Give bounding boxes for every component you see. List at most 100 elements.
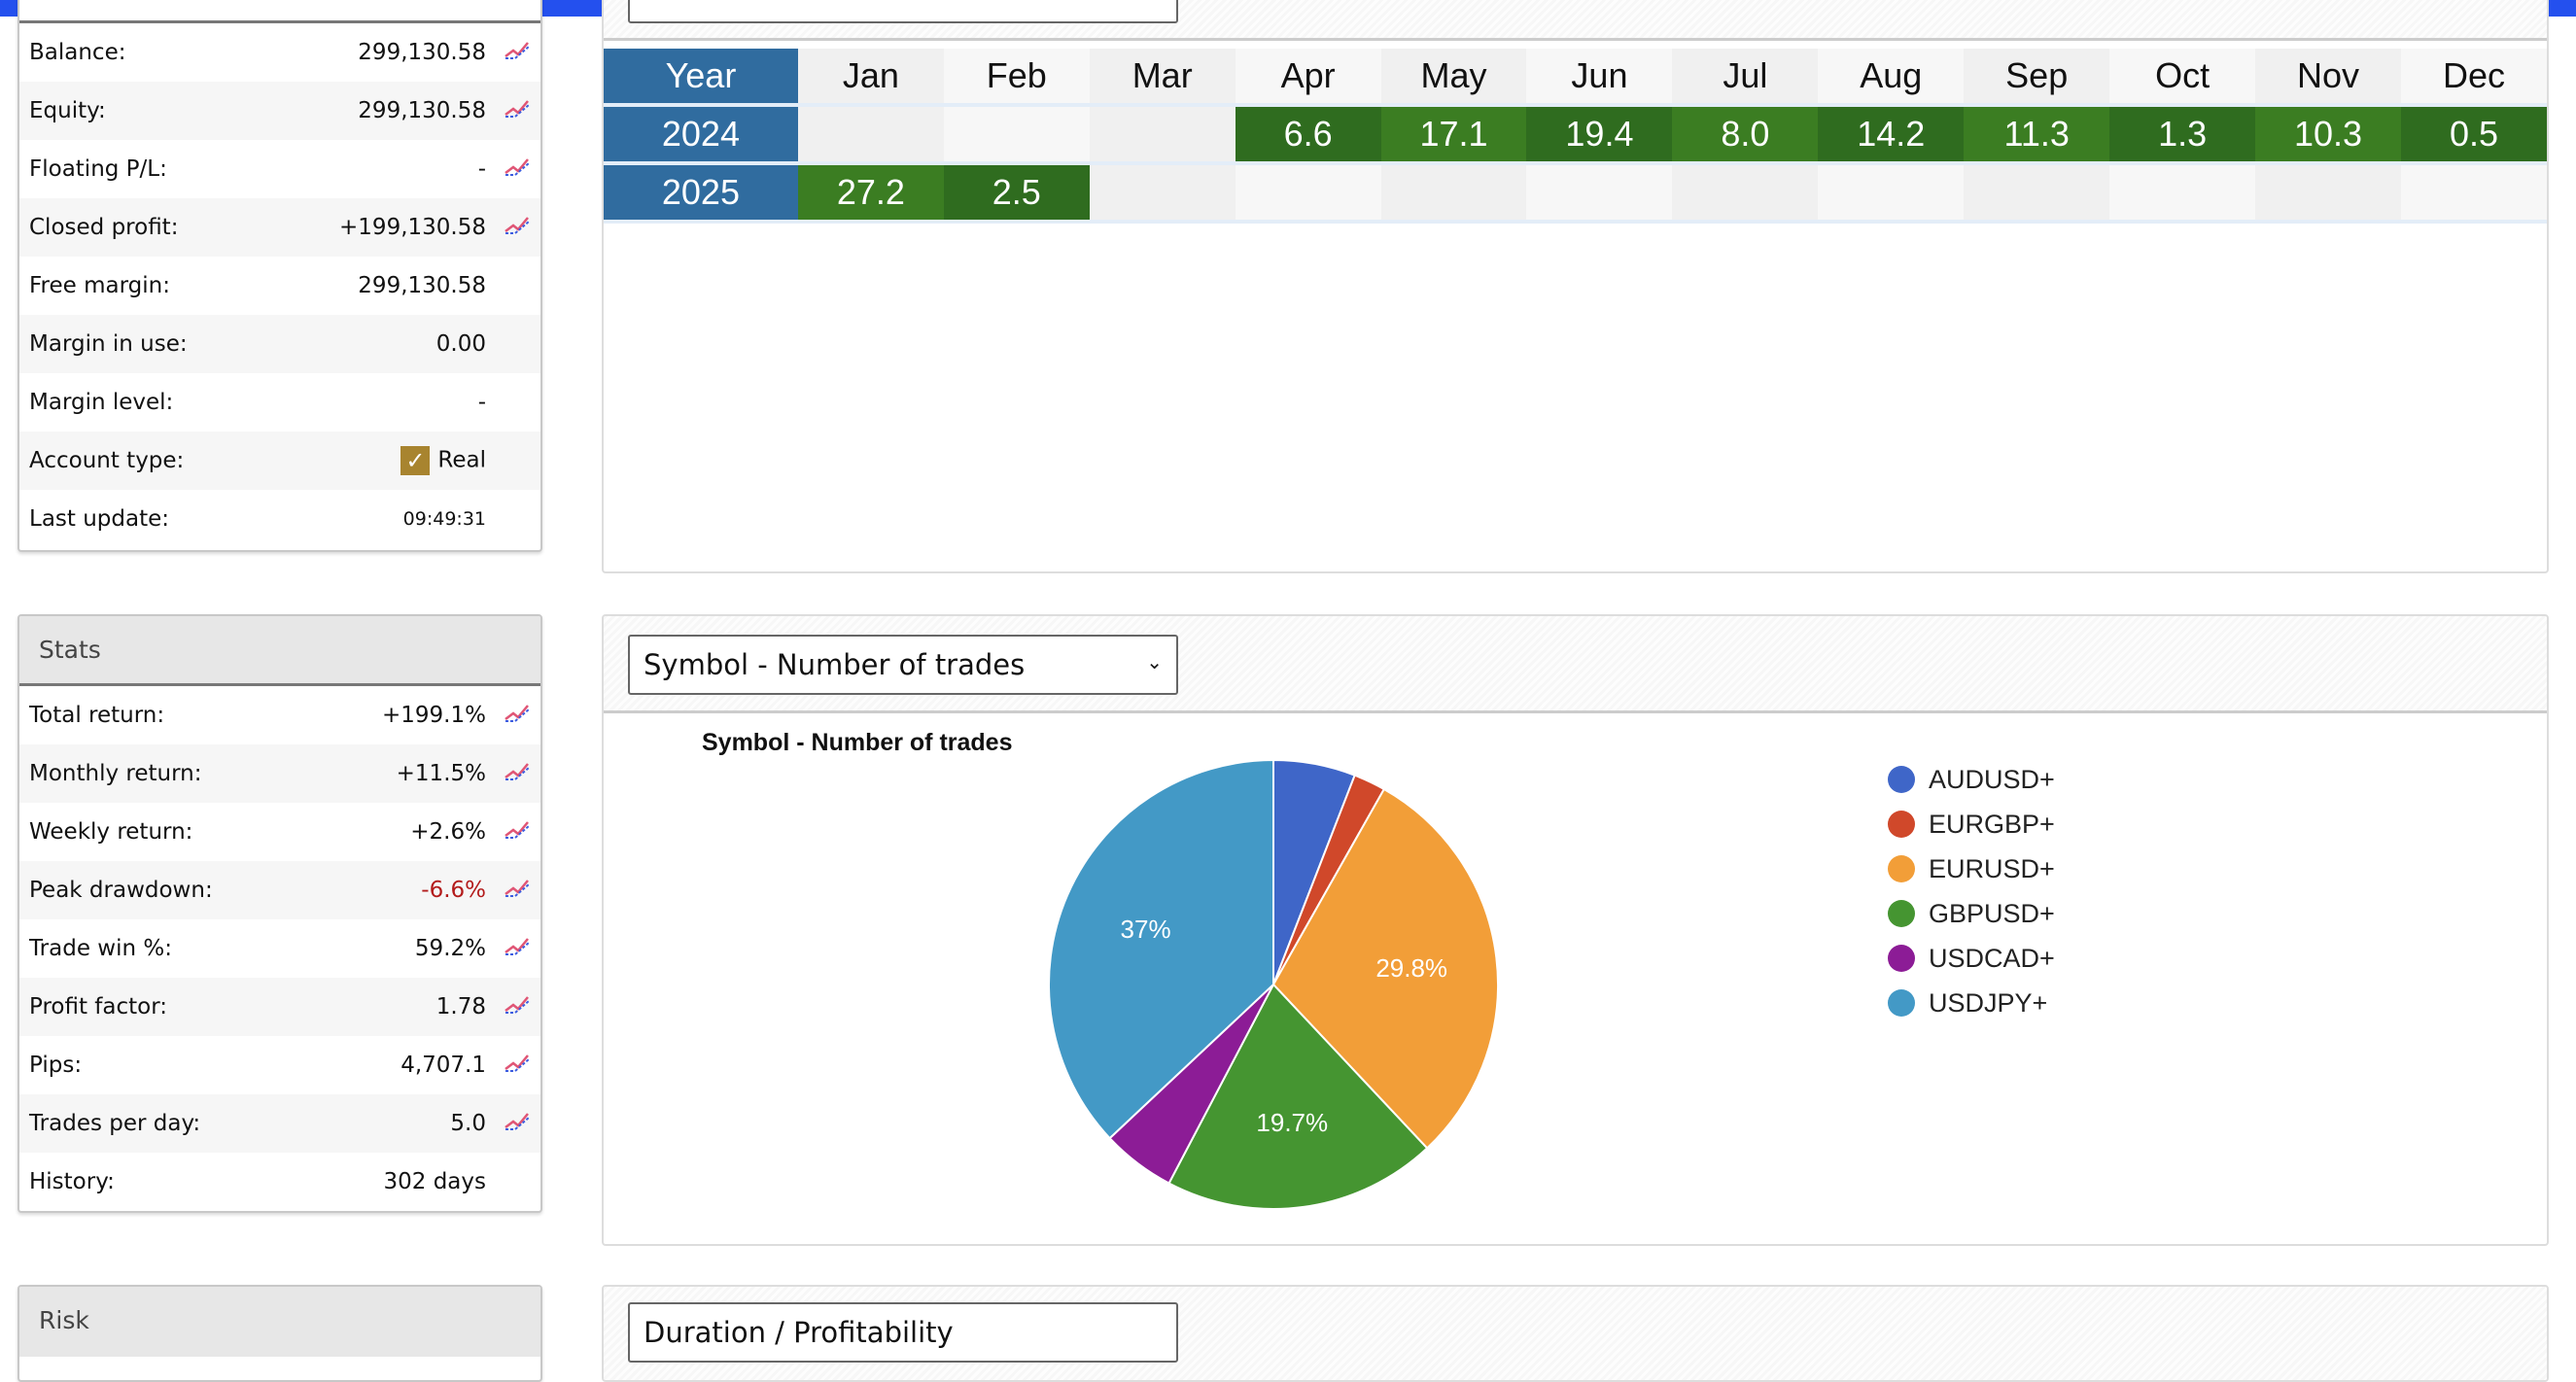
month-cell bbox=[2255, 165, 2401, 224]
chart-icon[interactable] bbox=[504, 97, 531, 119]
stat-value: +199.1% bbox=[382, 703, 486, 728]
stat-row: Free margin: 299,130.58 bbox=[19, 257, 540, 315]
legend-item[interactable]: AUDUSD+ bbox=[1888, 757, 2055, 802]
stat-row: Trades per day: 5.0 bbox=[19, 1094, 540, 1153]
column-header: Year bbox=[604, 49, 798, 107]
chart-icon[interactable] bbox=[504, 935, 531, 956]
monthly-returns-panel: Year Jan Feb Mar Apr May Jun Jul Aug Sep Oct Nov Dec… bbox=[602, 0, 2549, 573]
month-cell bbox=[1818, 165, 1965, 224]
month-cell bbox=[1672, 165, 1819, 224]
legend-swatch bbox=[1888, 989, 1915, 1017]
risk-header: Risk bbox=[19, 1287, 540, 1357]
stat-row: Total return: +199.1% bbox=[19, 686, 540, 744]
stat-row: Equity: 299,130.58 bbox=[19, 82, 540, 140]
legend-item[interactable]: EURUSD+ bbox=[1888, 846, 2055, 891]
stat-value: - bbox=[478, 156, 486, 182]
stat-label: Account type: bbox=[29, 448, 185, 473]
value-text: - bbox=[477, 156, 486, 182]
value-text: 302 days bbox=[383, 1169, 487, 1194]
month-cell bbox=[1089, 165, 1236, 224]
stat-row: Profit factor: 1.78 bbox=[19, 978, 540, 1036]
stat-row: Floating P/L: - bbox=[19, 140, 540, 198]
monthly-returns-table: Year Jan Feb Mar Apr May Jun Jul Aug Sep Oct Nov Dec… bbox=[604, 49, 2547, 224]
legend-label: GBPUSD+ bbox=[1929, 898, 2055, 928]
legend-item[interactable]: USDJPY+ bbox=[1888, 981, 2055, 1025]
stat-value: 1.78 bbox=[436, 994, 486, 1019]
column-header: Aug bbox=[1818, 49, 1965, 107]
chart-icon[interactable] bbox=[504, 702, 531, 723]
month-cell: 2.5 bbox=[943, 165, 1090, 224]
chart-icon[interactable] bbox=[504, 993, 531, 1015]
stat-row: Trade win %: 59.2% bbox=[19, 919, 540, 978]
month-cell: 11.3 bbox=[1964, 107, 2110, 165]
column-header: Jun bbox=[1526, 49, 1673, 107]
stat-value: 0.00 bbox=[436, 331, 486, 357]
stat-value: 302 days bbox=[384, 1169, 487, 1194]
month-cell bbox=[1526, 165, 1673, 224]
pie-slice-usdjpy[interactable] bbox=[1048, 758, 1274, 1140]
column-header: Nov bbox=[2255, 49, 2401, 107]
legend-label: EURGBP+ bbox=[1929, 809, 2055, 839]
pie-slice-eurusd[interactable] bbox=[1271, 787, 1499, 1150]
chart-type-select[interactable]: Symbol - Number of trades ⌄ bbox=[628, 635, 1178, 695]
column-header: Dec bbox=[2400, 49, 2547, 107]
stat-value: 299,130.58 bbox=[358, 273, 486, 298]
table-header-row: Year Jan Feb Mar Apr May Jun Jul Aug Sep Oct Nov Dec bbox=[604, 49, 2547, 107]
slice-label: 37% bbox=[1121, 915, 1171, 944]
chart-icon[interactable] bbox=[504, 1110, 531, 1131]
duration-panel: Duration / Profitability bbox=[602, 1285, 2549, 1382]
stats-panel: Stats Total return: +199.1% Monthly return… bbox=[17, 614, 542, 1213]
month-cell bbox=[1235, 165, 1381, 224]
chart-icon[interactable] bbox=[504, 818, 531, 840]
value-text: 0.00 bbox=[435, 331, 486, 357]
stat-value: 09:49:31 bbox=[403, 508, 486, 530]
stats-header: Stats bbox=[19, 616, 540, 686]
value-text: 1.78 bbox=[435, 994, 486, 1019]
duration-select[interactable]: Duration / Profitability bbox=[628, 1302, 1178, 1363]
stat-label: Balance: bbox=[29, 40, 126, 65]
chart-icon[interactable] bbox=[504, 877, 531, 898]
stat-label: Profit factor: bbox=[29, 994, 168, 1019]
chart-icon[interactable] bbox=[504, 214, 531, 235]
month-cell: 19.4 bbox=[1526, 107, 1673, 165]
legend-item[interactable]: USDCAD+ bbox=[1888, 936, 2055, 981]
monthly-view-select[interactable] bbox=[628, 0, 1178, 23]
stat-label: Trades per day: bbox=[29, 1111, 201, 1136]
value-text: Real bbox=[437, 447, 486, 473]
select-value: Duration / Profitability bbox=[644, 1316, 954, 1349]
month-cell bbox=[1089, 107, 1236, 165]
legend-swatch bbox=[1888, 766, 1915, 793]
stat-row: Account type: ✓ Real bbox=[19, 432, 540, 490]
stat-label: Closed profit: bbox=[29, 215, 179, 240]
chart-icon[interactable] bbox=[504, 39, 531, 60]
pie-slice-gbpusd[interactable] bbox=[1167, 983, 1429, 1210]
month-cell: 1.3 bbox=[2109, 107, 2256, 165]
stat-label: Floating P/L: bbox=[29, 156, 167, 182]
stat-row: Margin level: - bbox=[19, 373, 540, 432]
chart-icon[interactable] bbox=[504, 155, 531, 177]
stat-value: - bbox=[478, 390, 486, 415]
year-cell: 2024 bbox=[604, 107, 798, 165]
value-text: +199.1% bbox=[382, 703, 486, 728]
stat-value: 299,130.58 bbox=[358, 98, 486, 123]
column-header: Sep bbox=[1964, 49, 2110, 107]
month-cell: 17.1 bbox=[1380, 107, 1527, 165]
stat-value: +11.5% bbox=[397, 761, 486, 786]
value-text: +11.5% bbox=[396, 761, 486, 786]
chart-icon[interactable] bbox=[504, 1052, 531, 1073]
month-cell: 14.2 bbox=[1818, 107, 1965, 165]
value-text: - bbox=[477, 390, 486, 415]
legend-item[interactable]: GBPUSD+ bbox=[1888, 891, 2055, 936]
month-cell: 27.2 bbox=[797, 165, 944, 224]
symbol-chart-panel: Symbol - Number of trades ⌄ Symbol - Numb… bbox=[602, 614, 2549, 1246]
chart-icon[interactable] bbox=[504, 760, 531, 781]
stat-row: Margin in use: 0.00 bbox=[19, 315, 540, 373]
stat-value: -6.6% bbox=[421, 878, 486, 903]
legend-swatch bbox=[1888, 945, 1915, 972]
column-header: Mar bbox=[1089, 49, 1236, 107]
stat-row: Peak drawdown: -6.6% bbox=[19, 861, 540, 919]
month-cell bbox=[1380, 165, 1527, 224]
legend-item[interactable]: EURGBP+ bbox=[1888, 802, 2055, 846]
stat-value: +199,130.58 bbox=[339, 215, 486, 240]
column-header: May bbox=[1380, 49, 1527, 107]
